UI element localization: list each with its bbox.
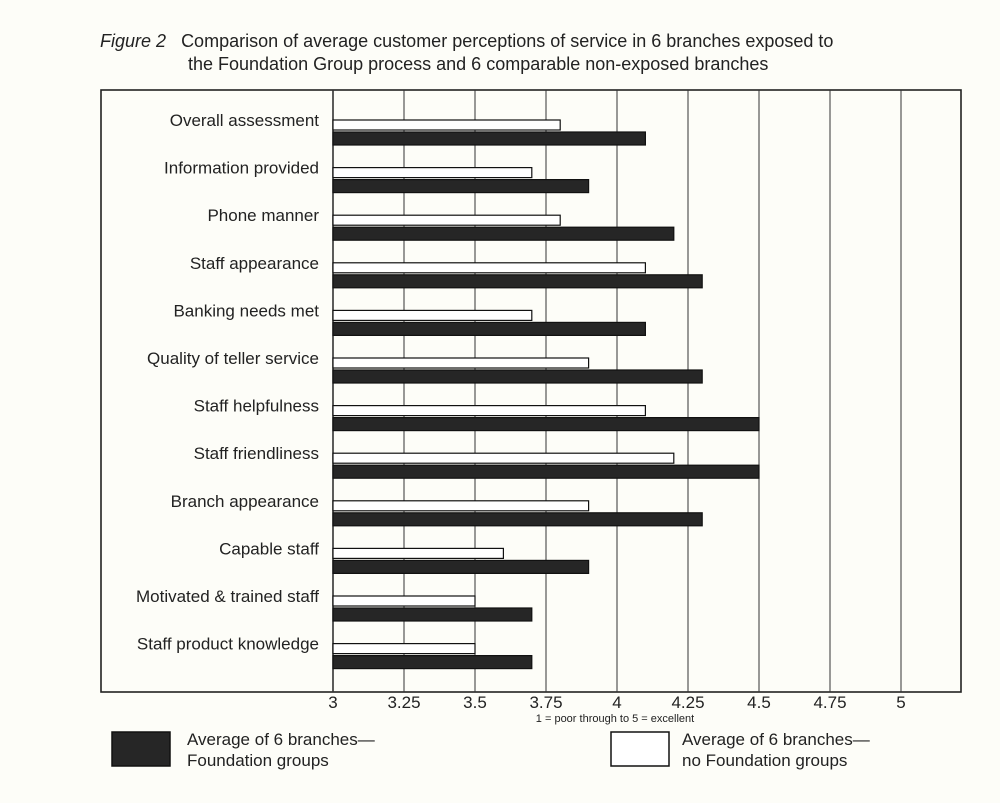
x-tick-labels: 3 3.25 3.5 3.75 4 4.25 4.5 4.75 5 (328, 693, 905, 712)
bar-foundation (332, 464, 760, 479)
bar-no-foundation (332, 309, 533, 321)
figure-caption: Figure 2 Comparison of average customer … (100, 30, 960, 76)
category-label: Overall assessment (170, 111, 320, 130)
bar-no-foundation (332, 405, 646, 417)
category-label: Capable staff (219, 539, 319, 558)
bar-no-foundation (332, 500, 590, 512)
x-tick-label: 5 (896, 693, 905, 712)
bar-no-foundation (332, 642, 476, 655)
legend-no-foundation-line2: no Foundation groups (682, 751, 847, 770)
bar-foundation (332, 179, 590, 194)
bar-foundation (332, 369, 703, 384)
bar-no-foundation (332, 167, 533, 179)
x-tick-label: 3.25 (387, 693, 420, 712)
category-label: Staff friendliness (194, 444, 319, 463)
category-label: Quality of teller service (147, 349, 319, 368)
bar-foundation (332, 417, 760, 432)
bar-foundation (332, 226, 675, 241)
chart-frame (100, 89, 962, 693)
legend-foundation-line2: Foundation groups (187, 751, 329, 770)
category-labels: Overall assessment Information provided Ph… (136, 111, 319, 654)
x-tick-label: 4.5 (747, 693, 771, 712)
x-tick-label: 4 (612, 693, 621, 712)
bar-foundation (332, 512, 703, 527)
category-label: Information provided (164, 159, 319, 178)
x-tick-label: 3.5 (463, 693, 487, 712)
legend-swatch-foundation (111, 731, 171, 767)
bars (332, 119, 760, 670)
x-tick-label: 3 (328, 693, 337, 712)
legend-foundation-line1: Average of 6 branches— (187, 730, 375, 749)
x-tick-label: 4.75 (813, 693, 846, 712)
legend-no-foundation-line1: Average of 6 branches— (682, 730, 870, 749)
legend: Average of 6 branches— Foundation groups… (111, 730, 870, 770)
bar-no-foundation (332, 357, 590, 369)
bar-no-foundation (332, 214, 561, 226)
caption-line-1: Comparison of average customer perceptio… (181, 31, 834, 51)
legend-swatch-no-foundation (610, 731, 670, 767)
bar-no-foundation (332, 119, 561, 131)
bar-foundation (332, 654, 533, 670)
category-label: Branch appearance (171, 492, 319, 511)
x-tick-label: 4.25 (671, 693, 704, 712)
bar-foundation (332, 559, 590, 575)
figure-label: Figure 2 (100, 31, 167, 51)
bar-foundation (332, 274, 703, 289)
bar-no-foundation (332, 595, 476, 607)
x-tick-label: 3.75 (529, 693, 562, 712)
category-label: Phone manner (207, 206, 319, 225)
category-label: Staff appearance (190, 254, 319, 273)
bar-no-foundation (332, 452, 675, 464)
x-scale-note: 1 = poor through to 5 = excellent (536, 713, 694, 725)
bar-foundation (332, 131, 646, 146)
category-label: Staff helpfulness (194, 397, 319, 416)
category-label: Motivated & trained staff (136, 587, 319, 606)
caption-line-2: the Foundation Group process and 6 compa… (188, 54, 769, 74)
category-label: Staff product knowledge (137, 635, 319, 654)
bar-foundation (332, 607, 533, 622)
bar-foundation (332, 321, 646, 336)
category-label: Banking needs met (173, 301, 319, 320)
bar-no-foundation (332, 547, 504, 560)
bar-no-foundation (332, 262, 646, 274)
